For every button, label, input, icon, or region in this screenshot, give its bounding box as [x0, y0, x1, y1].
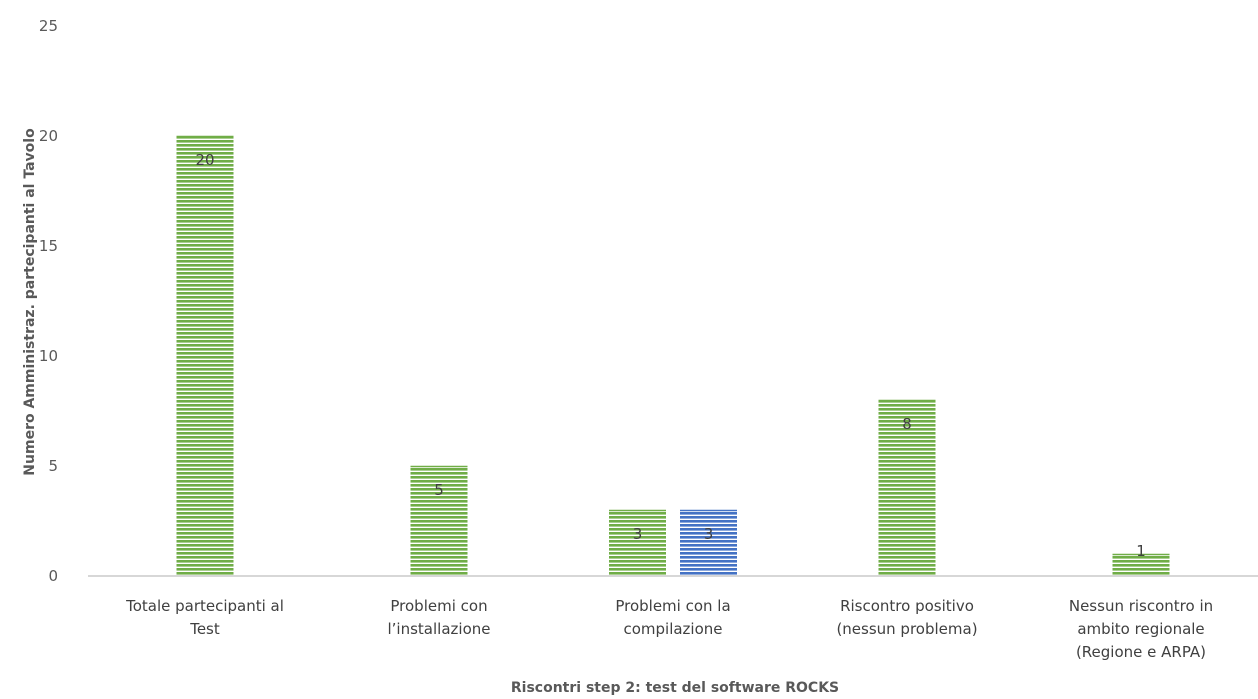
x-axis-title: Riscontri step 2: test del software ROCK… [511, 680, 839, 696]
y-tick-label: 25 [39, 17, 58, 35]
bar [609, 510, 666, 576]
bar [680, 510, 737, 576]
y-tick-label: 15 [39, 237, 58, 255]
bar [878, 400, 936, 576]
bar [1112, 554, 1170, 576]
x-category-label: Problemi con l’installazione [388, 597, 491, 638]
bar [410, 466, 468, 576]
y-axis-title: Numero Amministraz. partecipanti al Tavo… [22, 128, 38, 476]
x-category-label: Riscontro positivo (nessun problema) [836, 597, 977, 638]
x-axis-categories: Totale partecipanti al Test Problemi con l’… [125, 597, 1213, 661]
y-axis-ticks: 0 5 10 15 20 25 [39, 17, 58, 585]
data-label: 20 [195, 151, 214, 169]
data-label: 5 [434, 481, 444, 499]
y-tick-label: 20 [39, 127, 58, 145]
data-label: 3 [633, 525, 643, 543]
y-tick-label: 5 [48, 457, 58, 475]
data-labels: 20 5 3 3 8 1 [195, 151, 1145, 560]
data-label: 8 [902, 415, 912, 433]
data-label: 1 [1136, 542, 1146, 560]
bar [176, 136, 234, 576]
data-label: 3 [704, 525, 714, 543]
x-category-label: Totale partecipanti al Test [125, 597, 284, 638]
x-category-label: Nessun riscontro in ambito regionale (Regi… [1069, 597, 1213, 661]
x-category-label: Problemi con la compilazione [615, 597, 730, 638]
y-tick-label: 10 [39, 347, 58, 365]
y-tick-label: 0 [48, 567, 58, 585]
bars [176, 135, 1170, 576]
